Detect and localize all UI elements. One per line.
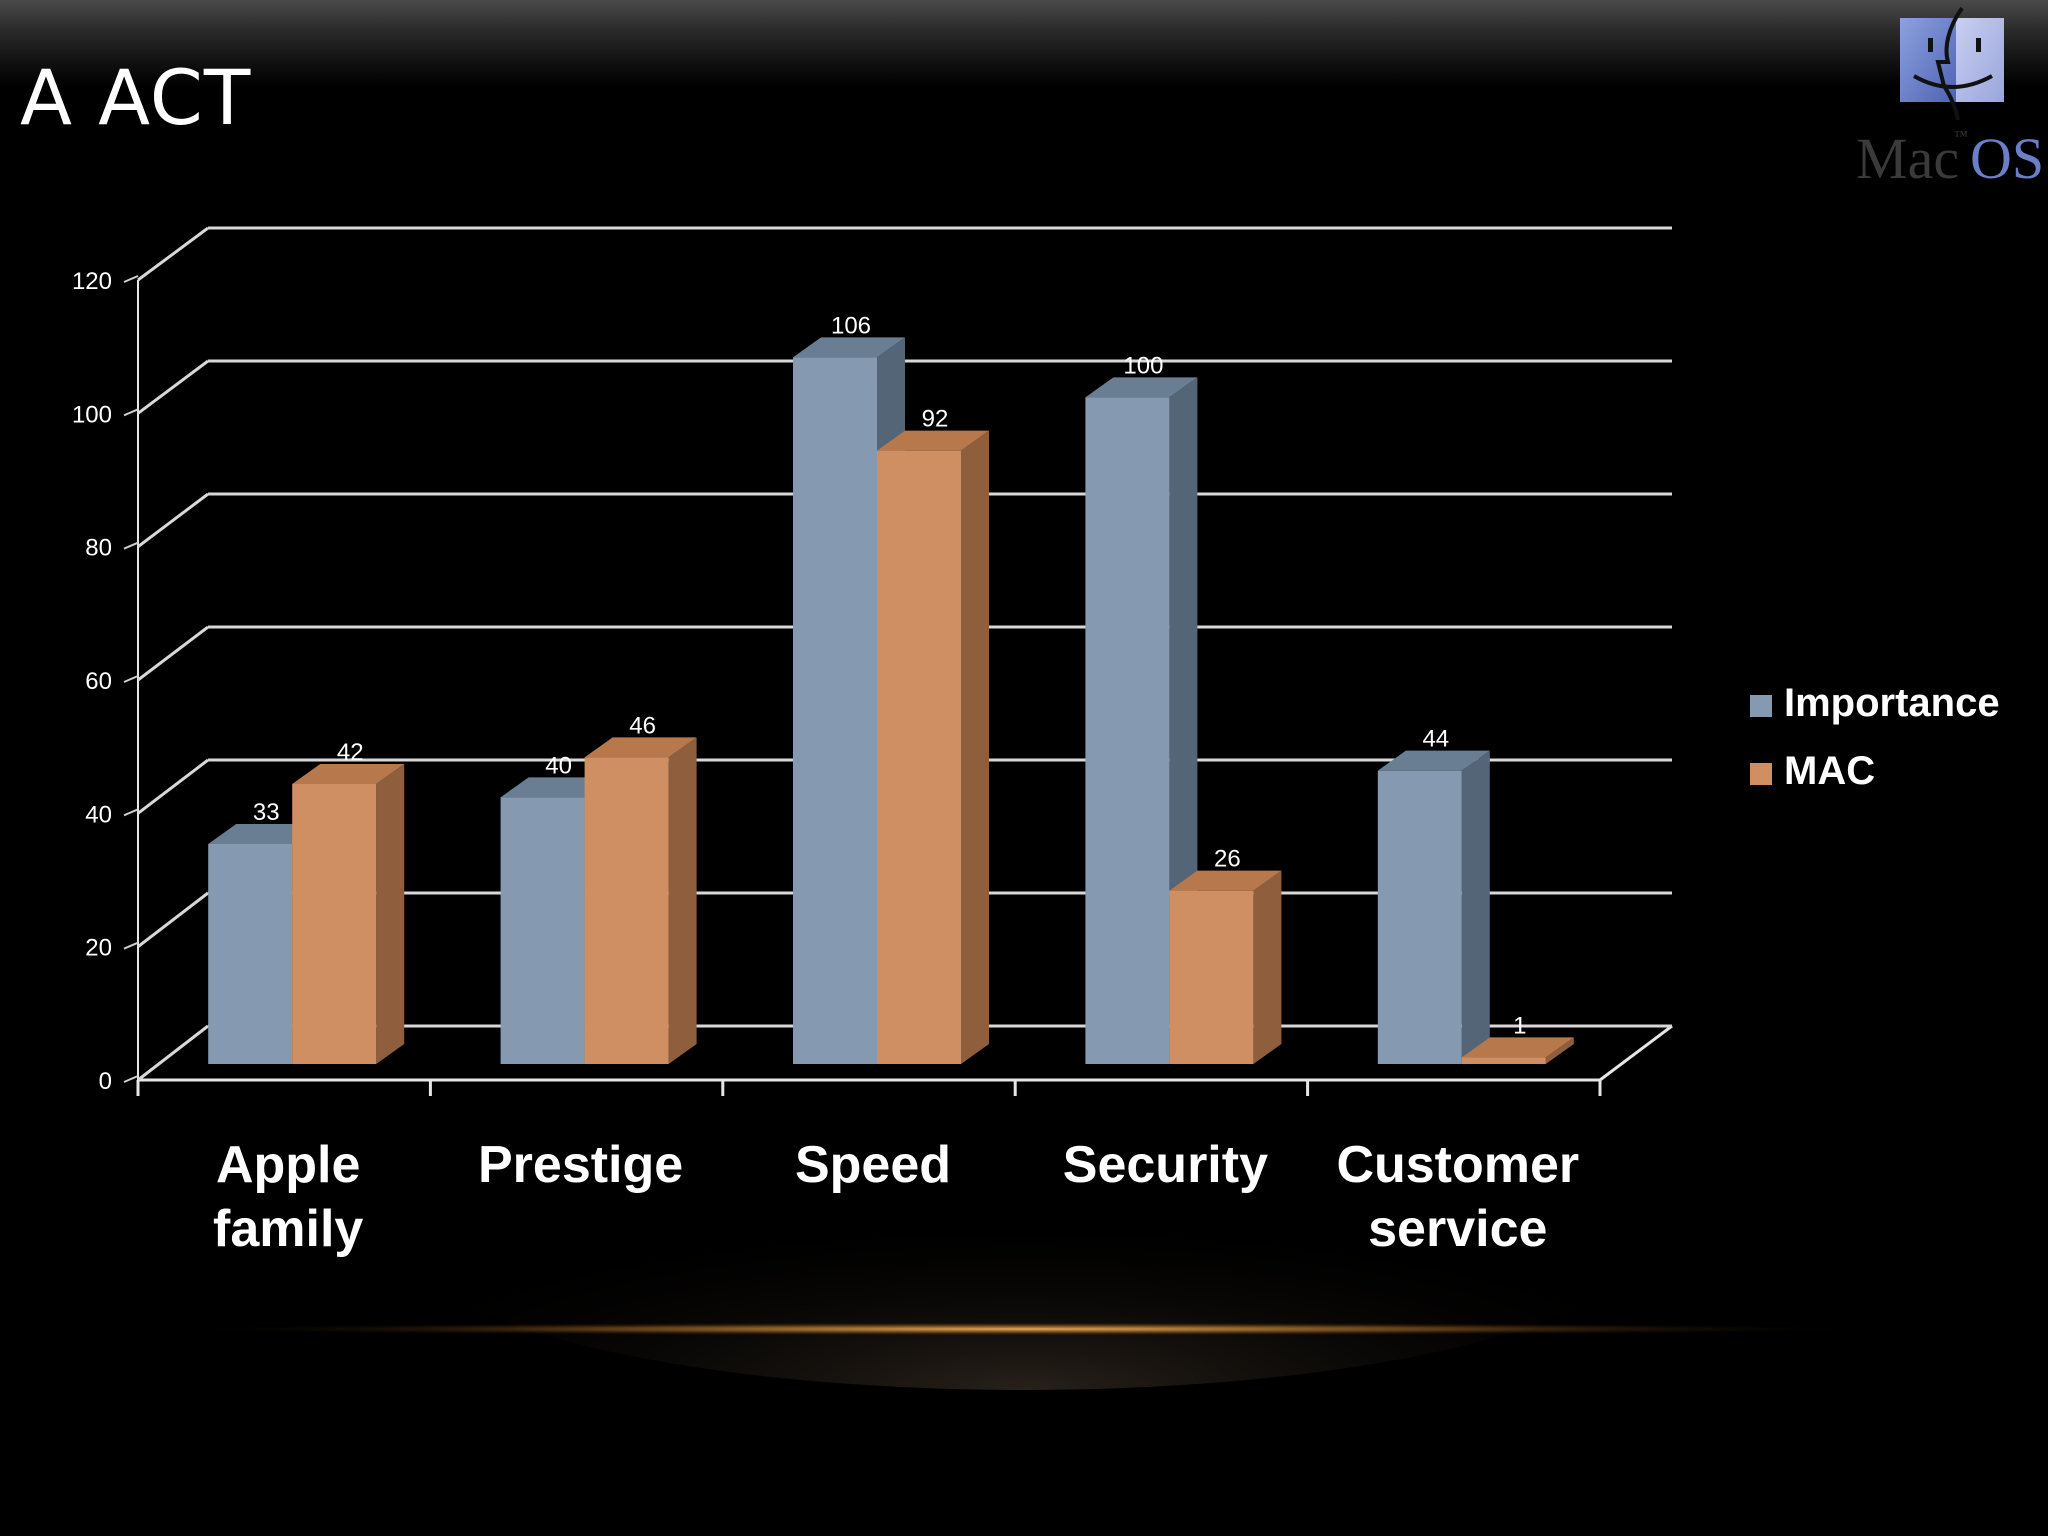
mac-os-logo: Mac ™ OS bbox=[1856, 6, 2044, 188]
bar-side-face bbox=[1253, 870, 1282, 1064]
logo-text-os: OS bbox=[1970, 126, 2044, 188]
gridline-side bbox=[137, 625, 209, 682]
legend-label: MAC bbox=[1784, 749, 1875, 793]
x-category-label: Customer service bbox=[1336, 1136, 1579, 1258]
top-gradient-band bbox=[0, 0, 2048, 88]
y-tick-mark bbox=[123, 541, 139, 550]
bar-front-face bbox=[877, 450, 961, 1065]
gridline-side bbox=[137, 758, 209, 815]
data-label: 33 bbox=[253, 799, 280, 826]
bar-front-face bbox=[292, 784, 377, 1064]
data-label: 92 bbox=[922, 406, 949, 433]
logo-tm: ™ bbox=[1954, 129, 1968, 144]
bar-front-face bbox=[793, 357, 877, 1064]
finder-face-icon bbox=[1900, 6, 2004, 121]
gridline-side bbox=[137, 359, 209, 415]
y-tick-mark bbox=[123, 675, 139, 683]
data-label: 1 bbox=[1513, 1012, 1526, 1039]
bar-top-face bbox=[1169, 870, 1282, 891]
bar-side-face bbox=[668, 737, 697, 1064]
y-tick-mark bbox=[123, 275, 139, 283]
y-tick-mark bbox=[123, 941, 139, 950]
y-tick-label: 40 bbox=[85, 801, 112, 828]
y-tick-label: 100 bbox=[72, 401, 112, 428]
bar-side-face bbox=[1545, 1037, 1574, 1064]
data-label: 42 bbox=[337, 739, 364, 766]
bar-top-face bbox=[877, 430, 989, 451]
y-tick-label: 0 bbox=[99, 1068, 112, 1095]
bar-front-face bbox=[1169, 890, 1254, 1064]
legend-swatch bbox=[1750, 763, 1772, 785]
bar-front-face bbox=[500, 797, 585, 1064]
gridline-side bbox=[137, 1024, 209, 1082]
bar-top-face bbox=[1461, 1037, 1574, 1058]
data-label: 26 bbox=[1214, 846, 1241, 873]
x-category-label: Prestige bbox=[478, 1136, 683, 1194]
gridline-side bbox=[137, 226, 209, 282]
bar-front-face bbox=[584, 757, 669, 1064]
bar-mac-1 bbox=[584, 737, 697, 1064]
bar-mac-3 bbox=[1169, 870, 1282, 1064]
bar-top-face bbox=[1377, 750, 1490, 771]
y-tick-mark bbox=[123, 408, 139, 417]
data-label: 40 bbox=[545, 752, 572, 779]
bar-mac-4 bbox=[1461, 1037, 1574, 1064]
x-category-label: Security bbox=[1063, 1136, 1268, 1194]
bar-top-face bbox=[584, 737, 697, 758]
data-label: 44 bbox=[1422, 726, 1449, 753]
x-category-label: Apple family bbox=[213, 1136, 363, 1258]
bar-importance-4 bbox=[1377, 750, 1490, 1064]
y-tick-mark bbox=[123, 808, 139, 817]
legend-label: Importance bbox=[1784, 681, 2000, 725]
background-haze bbox=[404, 1090, 1644, 1390]
y-tick-label: 60 bbox=[85, 668, 112, 695]
data-label: 106 bbox=[831, 312, 871, 339]
data-label: 46 bbox=[629, 712, 656, 739]
y-tick-label: 80 bbox=[85, 535, 112, 562]
floor-right-edge bbox=[1599, 1024, 1673, 1082]
data-label: 100 bbox=[1123, 352, 1163, 379]
gridline-side bbox=[137, 492, 209, 548]
glow-line bbox=[164, 1322, 1884, 1336]
legend-swatch bbox=[1750, 695, 1772, 717]
bar-top-face bbox=[292, 764, 405, 784]
slide-title: A ACT bbox=[20, 53, 252, 142]
y-tick-label: 120 bbox=[72, 268, 112, 295]
gridline-side bbox=[137, 891, 209, 948]
bar-top-face bbox=[793, 337, 905, 358]
bar-side-face bbox=[1461, 750, 1490, 1064]
bar-side-face bbox=[376, 764, 405, 1064]
bar-mac-0 bbox=[292, 764, 405, 1064]
bar-front-face bbox=[1461, 1057, 1546, 1064]
logo-text-mac: Mac bbox=[1856, 126, 1959, 188]
bar-front-face bbox=[1085, 397, 1170, 1064]
y-tick-label: 20 bbox=[85, 935, 112, 962]
bar-mac-2 bbox=[877, 430, 989, 1065]
bar-side-face bbox=[961, 430, 989, 1065]
bar-front-face bbox=[1377, 770, 1462, 1064]
bar-top-face bbox=[1085, 377, 1198, 398]
y-tick-mark bbox=[123, 1075, 139, 1083]
x-category-label: Speed bbox=[795, 1136, 951, 1194]
bar-front-face bbox=[208, 844, 293, 1064]
